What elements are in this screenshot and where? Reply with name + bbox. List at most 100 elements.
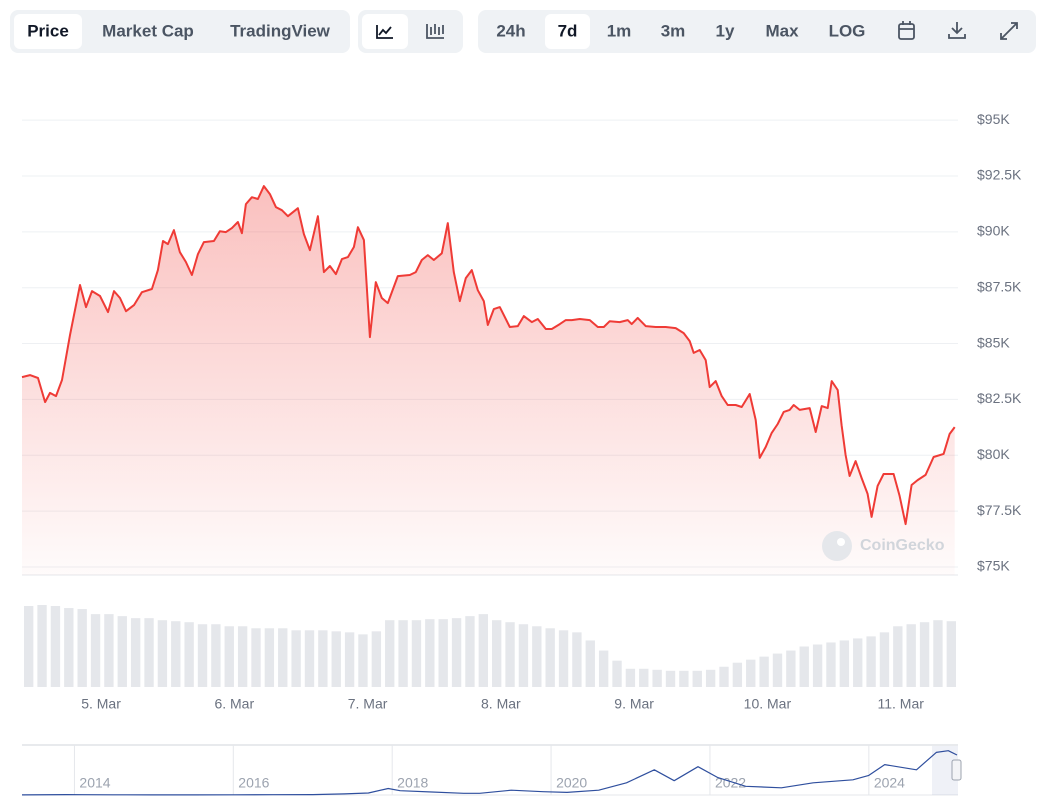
volume-bar [786, 650, 796, 687]
volume-bar [37, 605, 47, 687]
navigator-tick-label: 2024 [874, 775, 905, 791]
volume-bar [211, 624, 221, 687]
range-button[interactable]: LOG [829, 21, 866, 40]
navigator-tick-label: 2020 [556, 775, 587, 791]
price-line [21, 185, 956, 526]
volume-bar [157, 620, 168, 687]
y-tick-label: $80K [977, 446, 1010, 462]
volume-bar [853, 638, 863, 687]
range-button[interactable]: 3m [661, 21, 686, 40]
volume-bar [251, 628, 261, 687]
navigator-handle[interactable] [951, 759, 962, 781]
volume-bar [278, 628, 288, 687]
volume-bar [425, 619, 435, 687]
volume-bar [692, 670, 702, 687]
tab[interactable]: Market Cap [102, 21, 194, 40]
volume-bar [371, 631, 382, 687]
expand-icon[interactable] [1000, 22, 1018, 40]
range-button[interactable]: 24h [496, 21, 525, 40]
volume-bar [117, 616, 127, 687]
calendar-icon[interactable] [898, 21, 915, 40]
navigator-tick-label: 2014 [79, 775, 110, 791]
y-tick-label: $77.5K [977, 502, 1022, 518]
tab-group [10, 10, 350, 53]
volume-bar [933, 620, 943, 687]
x-tick-label: 7. Mar [348, 696, 388, 712]
volume-bar [130, 618, 141, 687]
volume-bar [558, 630, 569, 687]
range-group [478, 10, 1036, 53]
volume-bar [77, 609, 87, 687]
volume-bar [518, 624, 529, 687]
volume-bar [919, 622, 930, 687]
volume-bar [465, 616, 475, 687]
volume-bar [652, 669, 662, 687]
x-tick-label: 10. Mar [744, 696, 792, 712]
volume-bar [64, 608, 74, 687]
active-range-bg [545, 14, 590, 49]
range-button[interactable]: 1y [716, 21, 735, 40]
volume-bar [237, 626, 248, 687]
range-button[interactable]: Max [765, 21, 799, 40]
volume-bar [224, 626, 234, 687]
volume-bar [879, 632, 890, 687]
volume-bar [946, 621, 956, 687]
volume-bar [866, 636, 876, 687]
volume-bar [532, 626, 542, 687]
y-tick-label: $75K [977, 558, 1010, 574]
volume-bar [331, 631, 341, 687]
volume-bar [799, 646, 809, 687]
volume-bar [612, 660, 622, 687]
y-tick-label: $92.5K [977, 167, 1022, 183]
volume-bar [291, 630, 301, 687]
navigator-tick-label: 2018 [397, 775, 428, 791]
navigator-tick-label: 2016 [238, 775, 269, 791]
volume-bar [705, 669, 716, 687]
line-icon [376, 25, 393, 39]
volume-bar [839, 640, 850, 687]
volume-bar [411, 620, 422, 687]
range-button[interactable]: 7d [558, 21, 578, 40]
x-tick-label: 5. Mar [81, 696, 121, 712]
active-tab-bg [14, 14, 82, 49]
price-area [22, 186, 955, 575]
volume-bar [906, 624, 916, 687]
volume-bar [24, 606, 34, 687]
x-tick-label: 8. Mar [481, 696, 521, 712]
y-tick-label: $90K [977, 223, 1010, 239]
volume-bar [90, 614, 101, 687]
volume-bar [826, 642, 836, 687]
volume-bar [385, 620, 395, 687]
volume-bar [438, 619, 448, 687]
volume-bar [451, 618, 462, 687]
volume-bar [772, 653, 783, 687]
tab[interactable]: TradingView [230, 21, 331, 40]
range-button[interactable]: 1m [607, 21, 632, 40]
volume-bar [197, 624, 208, 687]
y-tick-label: $85K [977, 334, 1010, 350]
volume-bar [104, 614, 114, 687]
candle-icon[interactable] [426, 24, 444, 39]
volume-bar [184, 622, 194, 687]
volume-bar [679, 670, 689, 687]
volume-bar [264, 628, 275, 687]
volume-bar [144, 618, 154, 687]
watermark: CoinGecko [860, 537, 945, 554]
volume-bar [759, 656, 769, 687]
volume-bar [585, 640, 595, 687]
price-line [21, 750, 958, 796]
navigator-tick-label: 2022 [715, 775, 746, 791]
volume-bar [171, 621, 181, 687]
y-tick-label: $95K [977, 111, 1010, 127]
volume-bar [625, 668, 636, 687]
x-tick-label: 9. Mar [614, 696, 654, 712]
watermark-logo [822, 531, 852, 561]
tab[interactable]: Price [27, 21, 69, 40]
volume-bar [746, 659, 756, 687]
volume-bar [893, 626, 903, 687]
volume-bar [732, 662, 743, 687]
volume-bar [318, 630, 328, 687]
download-icon[interactable] [948, 22, 966, 39]
y-tick-label: $87.5K [977, 278, 1022, 294]
